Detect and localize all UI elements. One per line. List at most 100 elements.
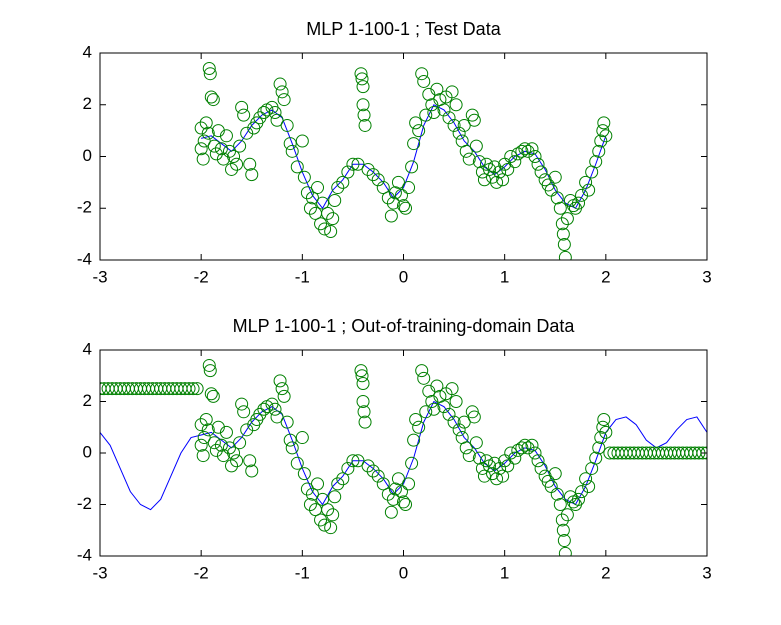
marker (328, 193, 342, 207)
marker (415, 364, 429, 378)
marker (415, 67, 429, 81)
x-tick-label: 1 (500, 563, 509, 582)
marker (235, 100, 249, 114)
marker (594, 431, 608, 445)
marker (186, 382, 200, 396)
marker (196, 449, 210, 463)
marker (469, 139, 483, 153)
marker (202, 358, 216, 372)
marker (462, 449, 476, 463)
marker (277, 389, 291, 403)
marker (356, 395, 370, 408)
marker (405, 160, 419, 174)
marker (199, 116, 213, 130)
marker (555, 513, 569, 527)
marker (452, 423, 466, 437)
marker (445, 382, 459, 396)
marker (336, 472, 350, 486)
marker (409, 413, 423, 427)
marker (465, 405, 479, 419)
marker (477, 469, 491, 483)
marker (560, 508, 574, 522)
marker (355, 72, 369, 86)
marker (508, 155, 522, 169)
marker (384, 505, 398, 519)
marker (326, 508, 340, 522)
marker (243, 454, 257, 468)
marker (511, 147, 525, 161)
marker (237, 108, 251, 122)
marker (197, 431, 211, 445)
marker (412, 420, 426, 434)
marker (371, 469, 385, 483)
marker (430, 82, 444, 96)
chart-title: MLP 1-100-1 ; Test Data (306, 19, 501, 39)
marker (209, 443, 223, 457)
marker (273, 77, 287, 91)
marker (341, 165, 355, 179)
marker (582, 479, 596, 493)
marker (331, 477, 345, 491)
marker (459, 441, 473, 455)
marker (521, 144, 535, 158)
plot-content (100, 358, 707, 556)
marker (496, 173, 510, 187)
marker (534, 461, 548, 475)
marker (465, 108, 479, 122)
marker (275, 382, 289, 396)
y-tick-label: -2 (77, 198, 92, 217)
marker (240, 126, 254, 140)
marker (199, 413, 213, 427)
marker (531, 157, 545, 171)
marker (240, 423, 254, 437)
marker (316, 196, 330, 210)
marker (407, 137, 421, 151)
marker (417, 371, 431, 385)
y-tick-label: 2 (83, 94, 92, 113)
marker (285, 441, 299, 455)
marker (303, 201, 317, 215)
marker (321, 503, 335, 517)
marker (696, 446, 707, 460)
marker (275, 85, 289, 99)
marker (297, 170, 311, 184)
marker (575, 485, 589, 499)
marker (196, 152, 210, 166)
marker (324, 225, 338, 239)
marker (515, 441, 529, 455)
marker (397, 495, 410, 509)
marker (579, 472, 593, 486)
marker (311, 477, 325, 491)
marker (361, 459, 375, 473)
marker (328, 490, 342, 504)
x-tick-label: -2 (194, 267, 209, 286)
marker (270, 410, 284, 424)
marker (207, 436, 221, 450)
marker (419, 405, 433, 419)
marker (511, 443, 525, 457)
marker (597, 413, 611, 427)
marker (336, 175, 350, 189)
marker (358, 118, 372, 132)
marker (331, 181, 345, 195)
marker (280, 415, 294, 429)
marker (427, 402, 441, 416)
marker (419, 108, 433, 122)
x-tick-label: -3 (92, 267, 107, 286)
marker (202, 62, 216, 76)
x-tick-label: 3 (702, 563, 711, 582)
marker (318, 518, 332, 532)
x-tick-label: 1 (500, 267, 509, 286)
marker (351, 454, 365, 468)
marker (488, 456, 502, 470)
marker (300, 186, 314, 200)
marker (351, 157, 365, 171)
marker (356, 80, 370, 94)
marker (475, 165, 489, 179)
marker (346, 157, 360, 171)
y-tick-label: -2 (77, 494, 92, 513)
x-tick-label: -1 (295, 267, 310, 286)
marker (295, 431, 309, 445)
marker (560, 212, 574, 226)
marker (237, 405, 251, 419)
